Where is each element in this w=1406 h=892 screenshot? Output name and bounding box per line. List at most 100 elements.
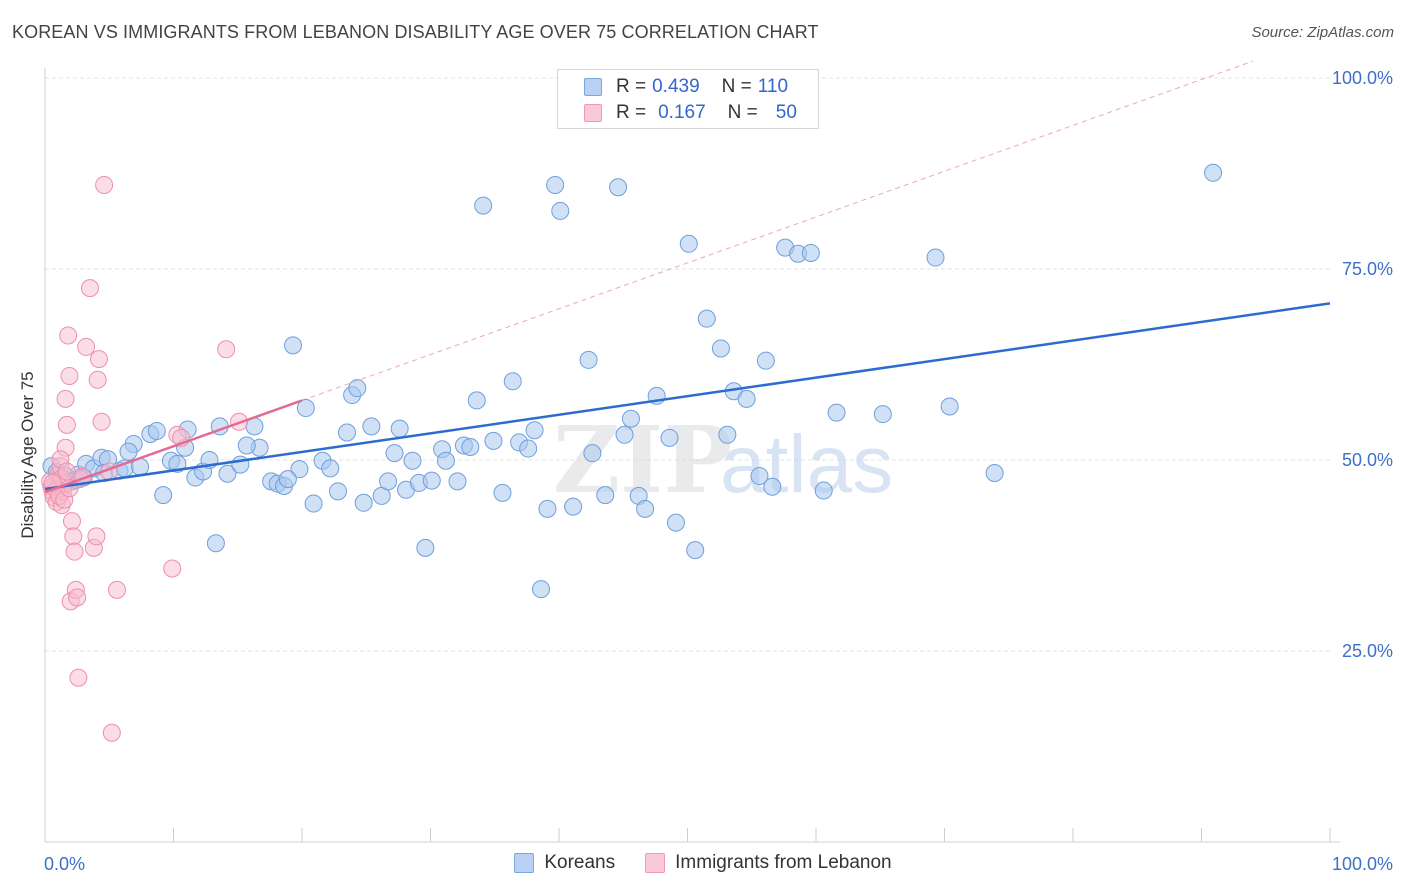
korean-point (147, 421, 166, 440)
lebanon-point (68, 588, 87, 607)
korean-point (474, 196, 493, 215)
korean-point (206, 534, 225, 553)
korean-point (873, 405, 892, 424)
korean-point (436, 451, 455, 470)
korean-point (711, 339, 730, 358)
korean-point (636, 499, 655, 518)
lebanon-point (69, 668, 88, 687)
korean-point (756, 351, 775, 370)
lebanon-point (56, 389, 75, 408)
watermark-atlas: atlas (720, 419, 893, 510)
lebanon-point (59, 326, 78, 345)
korean-point (362, 417, 381, 436)
koreans-points (42, 163, 1223, 599)
koreans-trend-line (44, 302, 1331, 491)
r-value: 0.167 (658, 102, 706, 123)
r-label: R = (616, 102, 647, 123)
korean-point (551, 201, 570, 220)
korean-point (615, 425, 634, 444)
lebanon-point (57, 462, 76, 481)
koreans-swatch (584, 78, 602, 96)
y-tick-label: 25.0% (1342, 641, 1393, 661)
legend-row-koreans: R = 0.439 N = 110 (584, 75, 788, 99)
lebanon-point (92, 412, 111, 431)
n-value: 50 (775, 102, 797, 123)
korean-point (519, 439, 538, 458)
legend-item-lebanon: Immigrants from Lebanon (645, 852, 892, 874)
lebanon-legend-swatch (645, 853, 666, 873)
grid-lines (45, 77, 1330, 652)
lebanon-swatch (584, 104, 602, 122)
lebanon-point (163, 559, 182, 578)
lebanon-point (107, 580, 126, 599)
korean-point (801, 243, 820, 262)
korean-point (503, 372, 522, 391)
korean-point (827, 403, 846, 422)
axes (44, 68, 1340, 843)
korean-point (321, 459, 340, 478)
lebanon-legend-label: Immigrants from Lebanon (675, 852, 892, 873)
lebanon-point (57, 415, 76, 434)
r-label: R = (616, 76, 647, 97)
series-legend: Koreans Immigrants from Lebanon (0, 852, 1406, 874)
korean-point (737, 389, 756, 408)
korean-point (379, 472, 398, 491)
lebanon-point (102, 723, 121, 742)
korean-point (763, 477, 782, 496)
lebanon-trend-line (44, 399, 303, 494)
korean-point (484, 431, 503, 450)
koreans-legend-label: Koreans (544, 852, 616, 873)
koreans-legend-swatch (514, 853, 535, 873)
lebanon-trend-extension (301, 60, 1254, 401)
y-tick-label: 50.0% (1342, 450, 1393, 470)
korean-point (686, 541, 705, 560)
korean-point (718, 425, 737, 444)
korean-point (814, 481, 833, 500)
lebanon-point (64, 527, 83, 546)
korean-point (621, 409, 640, 428)
korean-point (546, 175, 565, 194)
r-value: 0.439 (652, 76, 700, 97)
korean-point (579, 350, 598, 369)
korean-point (750, 467, 769, 486)
lebanon-point (77, 337, 96, 356)
korean-point (385, 444, 404, 463)
korean-point (119, 442, 138, 461)
korean-point (538, 499, 557, 518)
korean-point (296, 399, 315, 418)
korean-point (679, 234, 698, 253)
korean-point (403, 451, 422, 470)
y-axis-label: Disability Age Over 75 (18, 371, 37, 539)
korean-point (337, 423, 356, 442)
x-tick-label-min: 0.0% (44, 854, 85, 874)
korean-point (940, 397, 959, 416)
korean-point (583, 444, 602, 463)
korean-point (525, 421, 544, 440)
trend-lines (44, 302, 1331, 494)
korean-point (284, 336, 303, 355)
lebanon-points (41, 175, 249, 742)
korean-point (985, 463, 1004, 482)
korean-point (467, 391, 486, 410)
korean-point (231, 455, 250, 474)
korean-point (1204, 163, 1223, 182)
n-value: 110 (757, 76, 789, 97)
lebanon-point (89, 350, 108, 369)
korean-point (609, 178, 628, 197)
korean-point (666, 513, 685, 532)
korean-point (461, 438, 480, 457)
korean-point (564, 497, 583, 516)
korean-point (422, 471, 441, 490)
n-label: N = (721, 76, 752, 97)
tick-labels: 25.0% 50.0% 75.0% 100.0% 0.0% 100.0% (44, 68, 1393, 874)
legend-item-koreans: Koreans (514, 852, 615, 874)
legend-row-lebanon: R = 0.167 N = 50 (584, 101, 797, 125)
korean-point (493, 483, 512, 502)
korean-point (154, 486, 173, 505)
lebanon-point (217, 340, 236, 359)
korean-point (596, 486, 615, 505)
korean-point (304, 494, 323, 513)
correlation-legend: R = 0.439 N = 110 R = 0.167 N = 50 (557, 69, 819, 129)
korean-point (237, 436, 256, 455)
